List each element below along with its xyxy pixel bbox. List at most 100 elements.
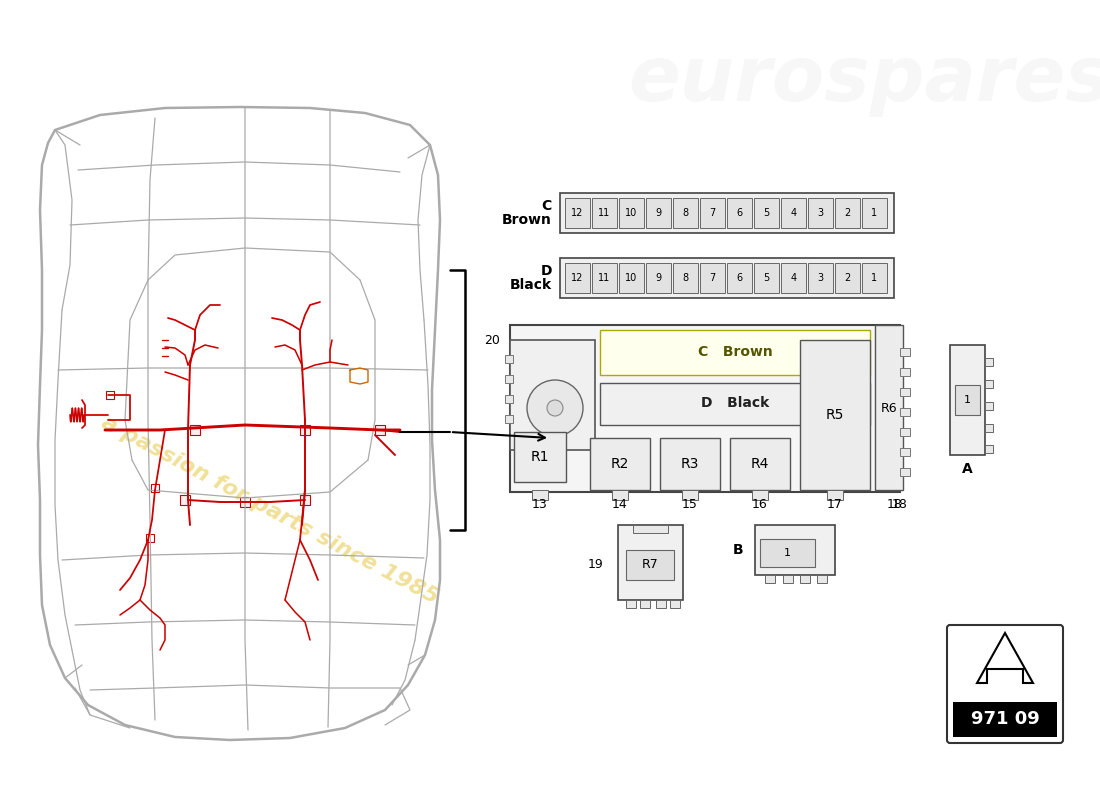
Bar <box>755 525 835 575</box>
Bar <box>700 198 725 228</box>
Bar <box>862 263 887 293</box>
Bar <box>510 340 595 450</box>
Bar <box>827 490 843 500</box>
Bar <box>984 445 993 453</box>
Text: D   Black: D Black <box>701 396 769 410</box>
Bar <box>640 600 650 608</box>
Bar <box>764 575 776 583</box>
Polygon shape <box>977 633 1033 683</box>
Bar <box>673 263 698 293</box>
Text: eurospares: eurospares <box>628 43 1100 117</box>
Bar <box>808 198 833 228</box>
Bar <box>300 425 310 435</box>
Bar <box>727 198 752 228</box>
Bar <box>984 358 993 366</box>
Text: 1: 1 <box>871 208 878 218</box>
Text: C   Brown: C Brown <box>697 345 772 359</box>
Bar <box>619 263 644 293</box>
Text: 2: 2 <box>845 208 850 218</box>
Text: R7: R7 <box>641 558 659 571</box>
Text: 14: 14 <box>612 498 628 511</box>
Bar <box>618 525 683 600</box>
Text: Black: Black <box>510 278 552 292</box>
Text: 3: 3 <box>817 208 824 218</box>
Text: 6: 6 <box>736 208 743 218</box>
Text: 13: 13 <box>532 498 548 511</box>
Bar <box>752 490 768 500</box>
Text: 17: 17 <box>827 498 843 511</box>
Text: R2: R2 <box>610 457 629 471</box>
Bar <box>984 402 993 410</box>
Text: 7: 7 <box>710 273 716 283</box>
Text: 1: 1 <box>783 548 791 558</box>
Bar <box>900 368 910 376</box>
Bar <box>626 550 674 580</box>
Bar <box>900 408 910 416</box>
Bar <box>808 263 833 293</box>
Text: 12: 12 <box>571 208 584 218</box>
Text: D: D <box>540 264 552 278</box>
Text: 16: 16 <box>752 498 768 511</box>
Bar <box>106 391 114 399</box>
Bar <box>900 348 910 356</box>
Bar <box>656 600 666 608</box>
Bar <box>592 263 617 293</box>
Bar <box>151 484 160 492</box>
Bar <box>781 198 806 228</box>
Bar <box>560 258 894 298</box>
Text: R6: R6 <box>881 402 898 414</box>
Bar <box>505 415 513 423</box>
Text: 15: 15 <box>682 498 697 511</box>
Text: C: C <box>541 199 552 213</box>
Text: R4: R4 <box>751 457 769 471</box>
Bar <box>240 497 250 507</box>
Text: 18: 18 <box>892 498 907 511</box>
Text: R5: R5 <box>826 408 844 422</box>
Bar <box>626 600 636 608</box>
Text: A: A <box>961 462 972 476</box>
Bar <box>565 198 590 228</box>
Bar <box>682 490 698 500</box>
Bar <box>835 263 860 293</box>
Text: 971 09: 971 09 <box>970 710 1040 729</box>
Bar <box>532 490 548 500</box>
Bar <box>700 263 725 293</box>
Bar <box>984 424 993 432</box>
Bar <box>800 575 810 583</box>
Text: 1: 1 <box>964 395 970 405</box>
Bar <box>646 198 671 228</box>
Text: 5: 5 <box>763 208 770 218</box>
Text: 7: 7 <box>710 208 716 218</box>
Bar <box>984 380 993 388</box>
FancyBboxPatch shape <box>947 625 1063 743</box>
Bar <box>900 388 910 396</box>
Bar <box>190 425 200 435</box>
Text: 12: 12 <box>571 273 584 283</box>
Text: 8: 8 <box>682 273 689 283</box>
Text: 3: 3 <box>817 273 824 283</box>
Bar <box>900 428 910 436</box>
Text: Brown: Brown <box>502 213 552 227</box>
Bar <box>760 539 815 567</box>
Bar <box>900 448 910 456</box>
Circle shape <box>527 380 583 436</box>
Bar <box>781 263 806 293</box>
Bar <box>600 383 870 425</box>
Bar <box>646 263 671 293</box>
Bar <box>632 525 668 533</box>
Bar <box>514 432 566 482</box>
Text: 4: 4 <box>791 273 796 283</box>
Bar <box>592 198 617 228</box>
Bar <box>375 425 385 435</box>
Bar <box>300 495 310 505</box>
Text: 9: 9 <box>656 273 661 283</box>
Text: 8: 8 <box>682 208 689 218</box>
Bar <box>660 438 720 490</box>
Text: 1: 1 <box>871 273 878 283</box>
Bar <box>670 600 680 608</box>
Bar <box>612 490 628 500</box>
Text: R3: R3 <box>681 457 700 471</box>
Bar <box>505 355 513 363</box>
Bar <box>505 395 513 403</box>
Text: 5: 5 <box>763 273 770 283</box>
